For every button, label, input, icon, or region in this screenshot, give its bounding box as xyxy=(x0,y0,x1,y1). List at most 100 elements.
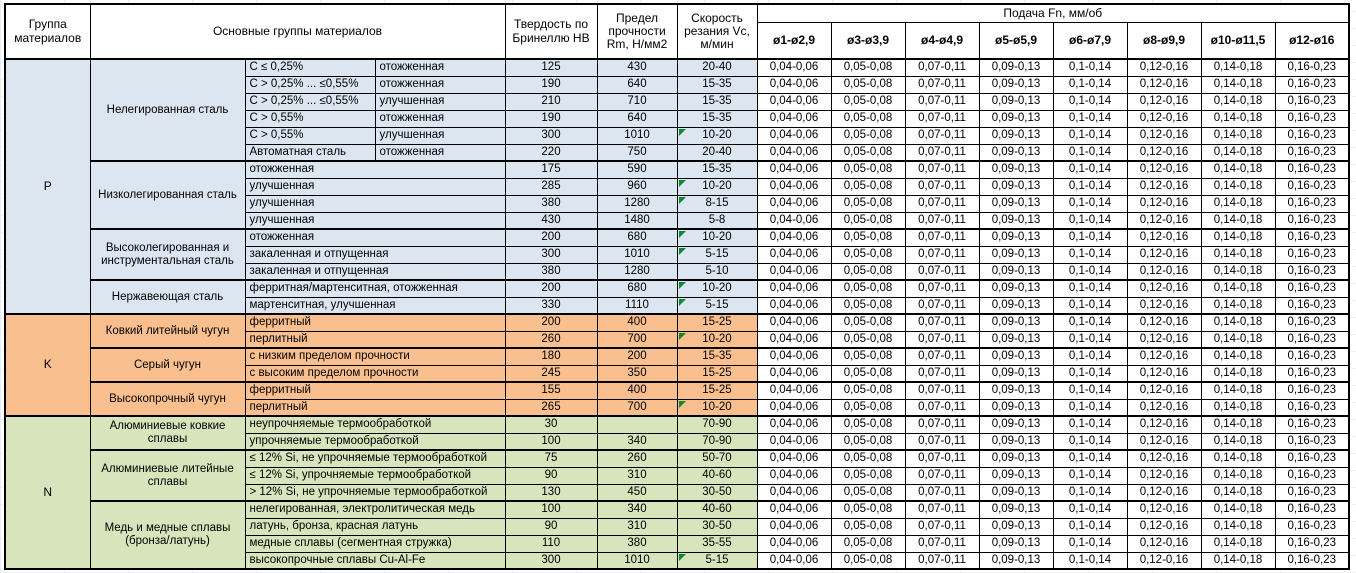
feed-cell[interactable]: 0,05-0,08 xyxy=(830,398,906,417)
feed-cell[interactable]: 0,05-0,08 xyxy=(830,364,906,383)
hardness-cell[interactable]: 90 xyxy=(504,466,598,485)
feed-cell[interactable]: 0,05-0,08 xyxy=(830,551,906,570)
header-main-groups[interactable]: Основные группы материалов xyxy=(89,3,506,60)
material-state-cell[interactable]: улучшенная xyxy=(244,211,506,230)
material-state-cell[interactable]: улучшенная xyxy=(374,126,506,145)
feed-cell[interactable]: 0,09-0,13 xyxy=(978,500,1054,519)
feed-cell[interactable]: 0,14-0,18 xyxy=(1200,296,1276,315)
feed-cell[interactable]: 0,1-0,14 xyxy=(1052,75,1128,94)
feed-cell[interactable]: 0,14-0,18 xyxy=(1200,228,1276,247)
feed-cell[interactable]: 0,04-0,06 xyxy=(756,517,832,536)
header-feed-d8[interactable]: ø12-ø16 xyxy=(1274,21,1350,60)
feed-cell[interactable]: 0,05-0,08 xyxy=(830,109,906,128)
feed-cell[interactable]: 0,04-0,06 xyxy=(756,177,832,196)
feed-cell[interactable]: 0,04-0,06 xyxy=(756,143,832,162)
feed-cell[interactable]: 0,07-0,11 xyxy=(904,500,980,519)
feed-cell[interactable]: 0,1-0,14 xyxy=(1052,381,1128,400)
material-state-cell[interactable]: латунь, бронза, красная латунь xyxy=(244,517,506,536)
feed-cell[interactable]: 0,09-0,13 xyxy=(978,398,1054,417)
strength-cell[interactable]: 640 xyxy=(596,75,678,94)
feed-cell[interactable]: 0,14-0,18 xyxy=(1200,177,1276,196)
strength-cell[interactable]: 450 xyxy=(596,483,678,502)
feed-cell[interactable]: 0,1-0,14 xyxy=(1052,211,1128,230)
feed-cell[interactable]: 0,07-0,11 xyxy=(904,415,980,434)
feed-cell[interactable]: 0,16-0,23 xyxy=(1274,466,1350,485)
feed-cell[interactable]: 0,09-0,13 xyxy=(978,126,1054,145)
feed-cell[interactable]: 0,1-0,14 xyxy=(1052,194,1128,213)
hardness-cell[interactable]: 380 xyxy=(504,262,598,281)
feed-cell[interactable]: 0,07-0,11 xyxy=(904,279,980,298)
feed-cell[interactable]: 0,16-0,23 xyxy=(1274,483,1350,502)
feed-cell[interactable]: 0,1-0,14 xyxy=(1052,143,1128,162)
feed-cell[interactable]: 0,04-0,06 xyxy=(756,245,832,264)
material-state-cell[interactable]: упрочняемые термообработкой xyxy=(244,432,506,451)
speed-cell[interactable]: 40-60 xyxy=(676,466,758,485)
speed-cell[interactable]: 10-20 xyxy=(676,228,758,247)
feed-cell[interactable]: 0,1-0,14 xyxy=(1052,551,1128,570)
feed-cell[interactable]: 0,09-0,13 xyxy=(978,279,1054,298)
feed-cell[interactable]: 0,14-0,18 xyxy=(1200,364,1276,383)
feed-cell[interactable]: 0,04-0,06 xyxy=(756,296,832,315)
material-subtype-cell[interactable]: C > 0,25% ... ≤0,55% xyxy=(244,75,376,94)
feed-cell[interactable]: 0,12-0,16 xyxy=(1126,228,1202,247)
feed-cell[interactable]: 0,12-0,16 xyxy=(1126,347,1202,366)
feed-cell[interactable]: 0,04-0,06 xyxy=(756,500,832,519)
feed-cell[interactable]: 0,09-0,13 xyxy=(978,177,1054,196)
material-group-cell[interactable]: Нержавеющая сталь xyxy=(89,279,246,315)
material-subtype-cell[interactable]: C > 0,55% xyxy=(244,126,376,145)
feed-cell[interactable]: 0,04-0,06 xyxy=(756,194,832,213)
feed-cell[interactable]: 0,16-0,23 xyxy=(1274,313,1350,332)
speed-cell[interactable]: 15-35 xyxy=(676,92,758,111)
speed-cell[interactable]: 35-55 xyxy=(676,534,758,553)
feed-cell[interactable]: 0,16-0,23 xyxy=(1274,194,1350,213)
feed-cell[interactable]: 0,09-0,13 xyxy=(978,296,1054,315)
feed-cell[interactable]: 0,05-0,08 xyxy=(830,313,906,332)
feed-cell[interactable]: 0,05-0,08 xyxy=(830,534,906,553)
feed-cell[interactable]: 0,05-0,08 xyxy=(830,92,906,111)
hardness-cell[interactable]: 245 xyxy=(504,364,598,383)
speed-cell[interactable]: 8-15 xyxy=(676,194,758,213)
speed-cell[interactable]: 20-40 xyxy=(676,58,758,77)
hardness-cell[interactable]: 430 xyxy=(504,211,598,230)
feed-cell[interactable]: 0,14-0,18 xyxy=(1200,517,1276,536)
feed-cell[interactable]: 0,12-0,16 xyxy=(1126,500,1202,519)
feed-cell[interactable]: 0,09-0,13 xyxy=(978,432,1054,451)
feed-cell[interactable]: 0,14-0,18 xyxy=(1200,483,1276,502)
material-state-cell[interactable]: отожженная xyxy=(244,228,506,247)
feed-cell[interactable]: 0,07-0,11 xyxy=(904,347,980,366)
feed-cell[interactable]: 0,12-0,16 xyxy=(1126,449,1202,468)
material-state-cell[interactable]: улучшенная xyxy=(244,177,506,196)
hardness-cell[interactable]: 200 xyxy=(504,228,598,247)
strength-cell[interactable]: 1010 xyxy=(596,245,678,264)
strength-cell[interactable]: 310 xyxy=(596,466,678,485)
feed-cell[interactable]: 0,05-0,08 xyxy=(830,143,906,162)
feed-cell[interactable]: 0,07-0,11 xyxy=(904,466,980,485)
feed-cell[interactable]: 0,16-0,23 xyxy=(1274,534,1350,553)
feed-cell[interactable]: 0,1-0,14 xyxy=(1052,364,1128,383)
feed-cell[interactable]: 0,09-0,13 xyxy=(978,75,1054,94)
feed-cell[interactable]: 0,12-0,16 xyxy=(1126,330,1202,349)
feed-cell[interactable]: 0,1-0,14 xyxy=(1052,126,1128,145)
feed-cell[interactable]: 0,12-0,16 xyxy=(1126,143,1202,162)
feed-cell[interactable]: 0,1-0,14 xyxy=(1052,415,1128,434)
feed-cell[interactable]: 0,05-0,08 xyxy=(830,75,906,94)
material-state-cell[interactable]: высокопрочные сплавы Cu-Al-Fe xyxy=(244,551,506,570)
feed-cell[interactable]: 0,16-0,23 xyxy=(1274,449,1350,468)
feed-cell[interactable]: 0,12-0,16 xyxy=(1126,398,1202,417)
hardness-cell[interactable]: 300 xyxy=(504,245,598,264)
material-state-cell[interactable]: отожженная xyxy=(374,109,506,128)
feed-cell[interactable]: 0,05-0,08 xyxy=(830,126,906,145)
feed-cell[interactable]: 0,07-0,11 xyxy=(904,364,980,383)
material-state-cell[interactable]: перлитный xyxy=(244,398,506,417)
speed-cell[interactable]: 15-35 xyxy=(676,160,758,179)
feed-cell[interactable]: 0,1-0,14 xyxy=(1052,432,1128,451)
hardness-cell[interactable]: 300 xyxy=(504,126,598,145)
material-state-cell[interactable]: отожженная xyxy=(374,58,506,77)
feed-cell[interactable]: 0,09-0,13 xyxy=(978,347,1054,366)
speed-cell[interactable]: 5-10 xyxy=(676,262,758,281)
feed-cell[interactable]: 0,12-0,16 xyxy=(1126,296,1202,315)
feed-cell[interactable]: 0,1-0,14 xyxy=(1052,160,1128,179)
feed-cell[interactable]: 0,14-0,18 xyxy=(1200,551,1276,570)
feed-cell[interactable]: 0,07-0,11 xyxy=(904,143,980,162)
hardness-cell[interactable]: 220 xyxy=(504,143,598,162)
